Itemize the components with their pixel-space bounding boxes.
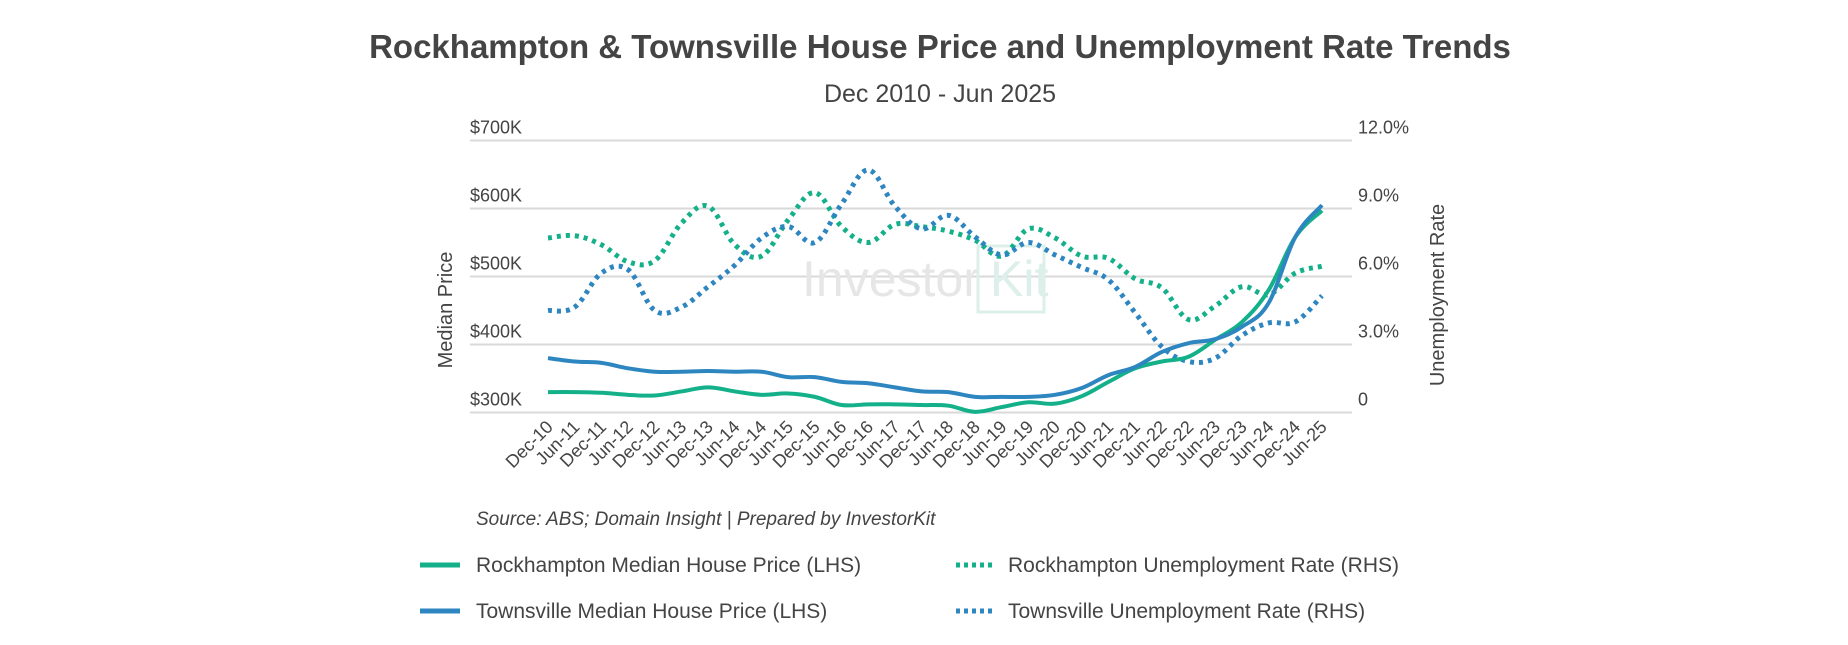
y-tick-label-left: $500K	[470, 254, 522, 274]
y-tick-label-right: 6.0%	[1358, 254, 1399, 274]
x-axis: Dec-10Jun-11Dec-11Jun-12Dec-12Jun-13Dec-…	[502, 417, 1331, 472]
chart-title: Rockhampton & Townsville House Price and…	[369, 28, 1511, 65]
legend-label: Townsville Unemployment Rate (RHS)	[1008, 600, 1365, 623]
watermark-logo: Investor Kit	[802, 244, 1048, 314]
y-tick-label-right: 0	[1358, 390, 1368, 410]
y-axis-left-title: Median Price	[435, 252, 457, 369]
y-tick-label-left: $300K	[470, 390, 522, 410]
y-tick-label-left: $600K	[470, 186, 522, 206]
series-line-rockhampton-unemployment-rate-rhs	[547, 190, 1323, 323]
y-tick-label-left: $400K	[470, 322, 522, 342]
y-axis-right-title: Unemployment Rate	[1427, 204, 1449, 386]
legend-label: Townsville Median House Price (LHS)	[476, 600, 827, 623]
legend-label: Rockhampton Median House Price (LHS)	[476, 554, 861, 577]
source-note: Source: ABS; Domain Insight | Prepared b…	[476, 509, 936, 530]
series-line-townsville-unemployment-rate-rhs	[547, 167, 1324, 366]
legend-label: Rockhampton Unemployment Rate (RHS)	[1008, 554, 1399, 577]
svg-text:Investor: Investor	[802, 251, 980, 307]
chart-subtitle: Dec 2010 - Jun 2025	[824, 80, 1056, 108]
legend: Rockhampton Median House Price (LHS) Town…	[420, 554, 1399, 623]
series-line-rockhampton-median-house-price-lhs	[547, 209, 1324, 414]
svg-text:Kit: Kit	[990, 251, 1048, 307]
series-lines	[547, 167, 1324, 414]
y-tick-label-right: 3.0%	[1358, 322, 1399, 342]
series-line-townsville-median-house-price-lhs	[547, 203, 1324, 400]
y-tick-label-left: $700K	[470, 118, 522, 138]
y-axis-right: 0 3.0% 6.0% 9.0% 12.0%	[1358, 118, 1409, 410]
y-tick-label-right: 12.0%	[1358, 118, 1409, 138]
y-axis-left: $300K $400K $500K $600K $700K	[470, 118, 522, 410]
y-tick-label-right: 9.0%	[1358, 186, 1399, 206]
